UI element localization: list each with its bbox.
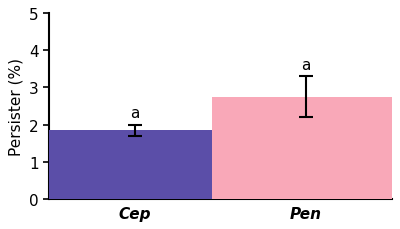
Bar	[212, 97, 400, 199]
Text: a: a	[301, 58, 311, 73]
Y-axis label: Persister (%): Persister (%)	[8, 58, 23, 155]
Text: a: a	[130, 106, 139, 121]
Bar	[40, 131, 229, 199]
